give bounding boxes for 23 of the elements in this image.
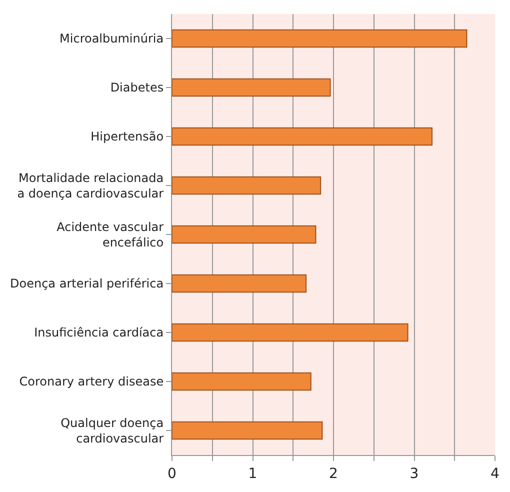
bar xyxy=(172,274,307,293)
bar xyxy=(172,78,331,97)
y-tick-label: Mortalidade relacionada a doença cardiovascular xyxy=(17,170,164,200)
y-tick-label: Insuficiência cardíaca xyxy=(34,326,164,340)
y-tick-label: Diabetes xyxy=(110,80,164,95)
bar xyxy=(172,29,468,48)
x-tick-label: 1 xyxy=(248,466,258,482)
y-tick-label: Qualquer doença cardiovascular xyxy=(60,416,164,446)
bar xyxy=(172,421,323,440)
x-tick-label: 0 xyxy=(168,466,176,482)
bar xyxy=(172,127,433,146)
y-tick-label: Acidente vascular encefálico xyxy=(56,220,164,250)
y-tick-label: Coronary artery disease xyxy=(19,374,164,389)
x-tick-label: 3 xyxy=(410,466,419,482)
x-tick-label: 2 xyxy=(329,466,338,482)
bar xyxy=(172,323,408,342)
y-tick-label: Doença arterial periférica xyxy=(10,276,164,291)
y-tick-label: Microalbuminúria xyxy=(60,32,164,46)
bar xyxy=(172,176,322,195)
bar xyxy=(172,372,312,391)
x-tick-label: 4 xyxy=(490,466,500,482)
bar xyxy=(172,225,316,244)
y-tick-label: Hipertensão xyxy=(90,130,164,144)
